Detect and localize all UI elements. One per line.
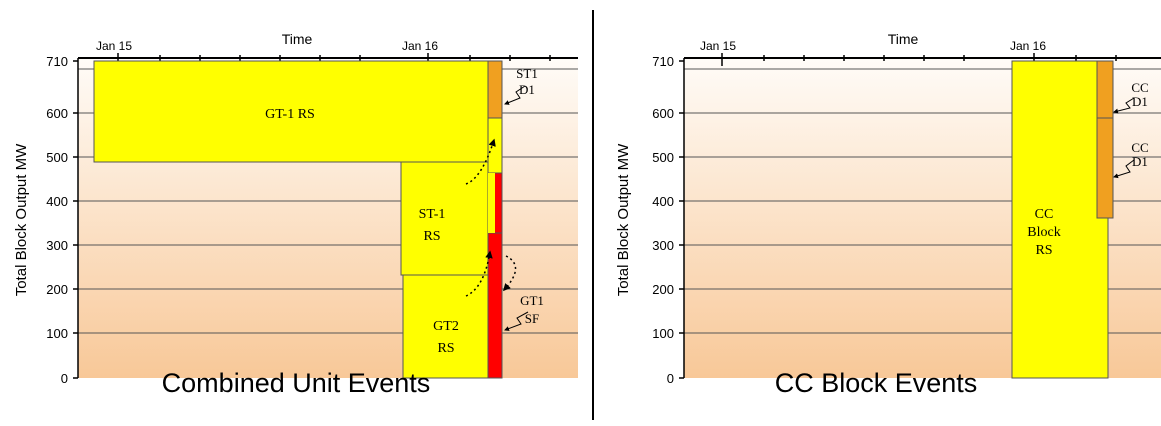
right-chart: 0 100 200 300 400 500 600 710 Total Bloc… bbox=[615, 31, 1161, 386]
right-date-jan16: Jan 16 bbox=[1010, 39, 1046, 53]
right-y-tick-710: 710 bbox=[652, 54, 674, 69]
left-transition-arrow-1 bbox=[465, 138, 496, 185]
left-time-label: Time bbox=[282, 31, 313, 47]
left-event-gt2-rs-label: GT2 RS bbox=[433, 319, 459, 356]
right-date-jan15: Jan 15 bbox=[700, 39, 736, 53]
right-caption: CC Block Events bbox=[774, 368, 978, 398]
left-y-tick-0: 0 bbox=[61, 371, 68, 386]
right-y-tick-100: 100 bbox=[652, 326, 674, 341]
left-event-gt1-sf bbox=[487, 232, 503, 379]
left-transition-arrow-2 bbox=[465, 250, 493, 297]
left-event-gt1-rs-label: GT-1 RS bbox=[265, 107, 315, 122]
left-callout-st1-leader bbox=[504, 85, 526, 105]
left-event-st1-d1 bbox=[487, 60, 503, 119]
right-y-tick-500: 500 bbox=[652, 150, 674, 165]
right-event-cc-block-rs-label: CC Block RS bbox=[1027, 207, 1060, 258]
left-event-gt1-rs bbox=[93, 60, 489, 163]
right-callout-cc-d1-lower: CC D1 bbox=[1131, 140, 1148, 169]
left-y-tick-100: 100 bbox=[46, 326, 68, 341]
left-y-tick-600: 600 bbox=[46, 106, 68, 121]
left-callout-gt1-leader bbox=[504, 311, 529, 331]
panel-divider bbox=[592, 10, 594, 420]
left-event-yellow-inner bbox=[488, 173, 495, 233]
right-callout-cc-d1-upper: CC D1 bbox=[1131, 80, 1148, 109]
left-callout-st1-d1: ST1 D1 bbox=[516, 66, 538, 97]
right-y-tick-400: 400 bbox=[652, 194, 674, 209]
right-y-axis-label: Total Block Output MW bbox=[615, 143, 632, 296]
right-y-tick-600: 600 bbox=[652, 106, 674, 121]
right-y-tick-200: 200 bbox=[652, 282, 674, 297]
left-y-tick-300: 300 bbox=[46, 238, 68, 253]
left-date-jan15: Jan 15 bbox=[96, 39, 132, 53]
left-caption: Combined Unit Events bbox=[161, 368, 431, 398]
left-y-tick-400: 400 bbox=[46, 194, 68, 209]
left-event-yellow-strip bbox=[487, 117, 503, 174]
left-callout-gt1-sf: GT1 SF bbox=[520, 293, 544, 326]
left-date-jan16: Jan 16 bbox=[402, 39, 438, 53]
right-time-label: Time bbox=[888, 31, 919, 47]
left-y-tick-710: 710 bbox=[46, 54, 68, 69]
left-y-tick-200: 200 bbox=[46, 282, 68, 297]
right-event-cc-block-rs bbox=[1011, 60, 1109, 379]
left-transition-arrow-3 bbox=[502, 255, 517, 292]
left-y-tick-500: 500 bbox=[46, 150, 68, 165]
right-y-tick-300: 300 bbox=[652, 238, 674, 253]
left-chart: 0 100 200 300 400 500 600 710 Total Bloc… bbox=[13, 31, 578, 386]
right-callout-upper-leader bbox=[1113, 97, 1135, 114]
left-event-st1-rs-label: ST-1 RS bbox=[419, 207, 446, 244]
right-y-tick-0: 0 bbox=[667, 371, 674, 386]
right-callout-lower-leader bbox=[1113, 159, 1135, 179]
right-event-cc-d1-lower bbox=[1096, 117, 1114, 219]
right-event-cc-d1-upper bbox=[1096, 60, 1114, 119]
left-event-st1-rs bbox=[400, 161, 489, 276]
left-y-axis-label: Total Block Output MW bbox=[13, 143, 30, 296]
